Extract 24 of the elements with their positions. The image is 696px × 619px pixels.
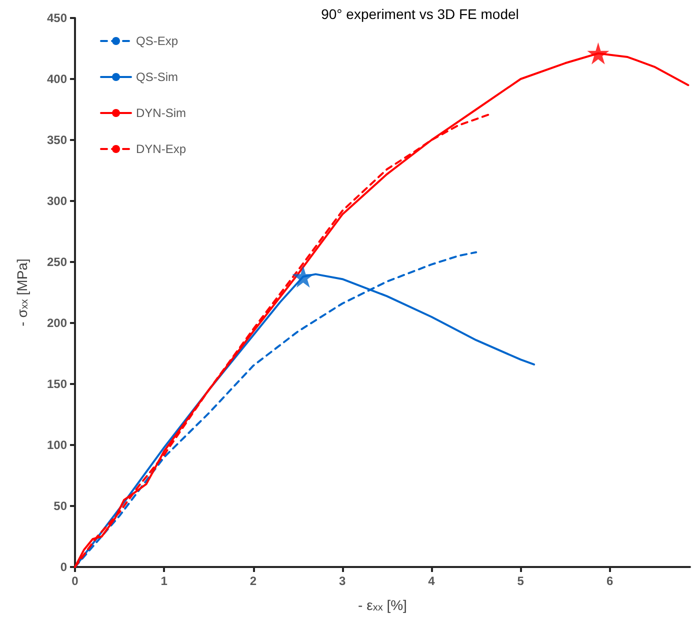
y-tick-label: 0 — [60, 560, 68, 574]
y-tick-label: 200 — [46, 316, 68, 330]
y-tick-label: 400 — [46, 72, 68, 86]
y-tick-label: 350 — [46, 133, 68, 147]
legend-label: QS-Sim — [136, 70, 178, 84]
x-axis-title: - εxx [%] — [358, 597, 407, 614]
x-tick-label: 0 — [72, 574, 79, 588]
x-tick-label: 5 — [517, 574, 524, 588]
x-tick-label: 6 — [606, 574, 614, 588]
x-tick-label: 3 — [339, 574, 346, 588]
y-tick-label: 300 — [46, 194, 68, 208]
legend-label: QS-Exp — [136, 34, 178, 48]
y-tick-label: 100 — [46, 438, 68, 452]
y-tick-label: 450 — [46, 11, 68, 25]
chart-title: 90° experiment vs 3D FE model — [321, 6, 519, 22]
legend-label: DYN-Exp — [136, 142, 186, 156]
y-tick-label: 50 — [54, 499, 68, 513]
y-tick-label: 250 — [46, 255, 68, 269]
y-tick-label: 150 — [46, 377, 68, 391]
legend-label: DYN-Sim — [136, 106, 186, 120]
x-tick-label: 4 — [428, 574, 436, 588]
x-tick-label: 2 — [250, 574, 257, 588]
y-axis-title: - σxx [MPa] — [14, 258, 30, 326]
x-tick-label: 1 — [160, 574, 168, 588]
